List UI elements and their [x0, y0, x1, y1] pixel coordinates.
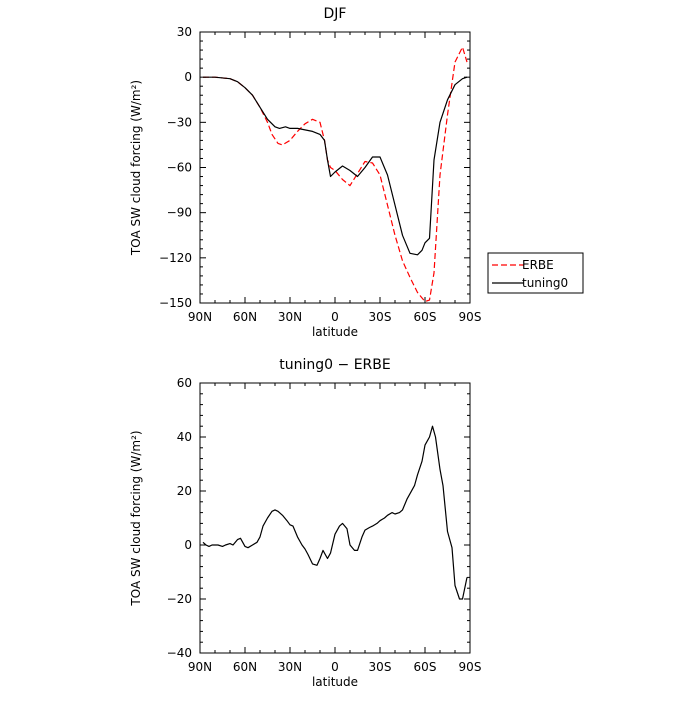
legend: ERBE tuning0 [487, 252, 584, 294]
y-tick-label: 20 [177, 484, 192, 498]
y-tick-label: 40 [177, 430, 192, 444]
y-tick-label: −120 [159, 251, 192, 265]
y-tick-label: 60 [177, 376, 192, 390]
x-tick-label: 30S [369, 660, 392, 674]
legend-label: tuning0 [522, 276, 568, 290]
x-axis-label: latitude [312, 325, 358, 339]
legend-label: ERBE [522, 258, 554, 272]
y-tick-label: −40 [167, 646, 192, 660]
x-tick-label: 90S [459, 310, 482, 324]
x-tick-label: 90N [188, 660, 212, 674]
plot-frame [199, 382, 471, 654]
x-tick-label: 90N [188, 310, 212, 324]
y-tick-label: −30 [167, 115, 192, 129]
y-tick-label: −150 [159, 296, 192, 310]
x-axis-label: latitude [312, 675, 358, 689]
plot-frame [199, 31, 471, 304]
y-tick-label: 0 [184, 538, 192, 552]
x-tick-label: 30N [278, 660, 302, 674]
y-tick-label: 30 [177, 25, 192, 39]
y-tick-label: −90 [167, 206, 192, 220]
x-tick-label: 90S [459, 660, 482, 674]
series-line-tuning0 [203, 76, 468, 256]
x-tick-label: 60N [233, 310, 257, 324]
x-tick-label: 0 [331, 310, 339, 324]
y-axis-label: TOA SW cloud forcing (W/m²) [129, 430, 143, 606]
x-tick-label: 0 [331, 660, 339, 674]
y-tick-label: 0 [184, 70, 192, 84]
series-line [202, 425, 468, 600]
x-tick-label: 60N [233, 660, 257, 674]
legend-box [487, 252, 584, 294]
y-tick-label: −20 [167, 592, 192, 606]
x-tick-label: 60S [414, 310, 437, 324]
x-tick-label: 60S [414, 660, 437, 674]
chart-title: DJF [324, 6, 347, 22]
chart-title: tuning0 − ERBE [279, 357, 390, 373]
x-tick-label: 30N [278, 310, 302, 324]
y-tick-label: −60 [167, 161, 192, 175]
y-axis-label: TOA SW cloud forcing (W/m²) [129, 80, 143, 256]
x-tick-label: 30S [369, 310, 392, 324]
chart-2: tuning0 − ERBE 90N 60N 30N 0 30S 60S 90S 60 40 20 0… [129, 357, 481, 689]
chart-1: DJF 90N 60N 30N 0 30S 60S 90S 30 0 −30 −60 −90 −120 −1… [129, 6, 584, 339]
